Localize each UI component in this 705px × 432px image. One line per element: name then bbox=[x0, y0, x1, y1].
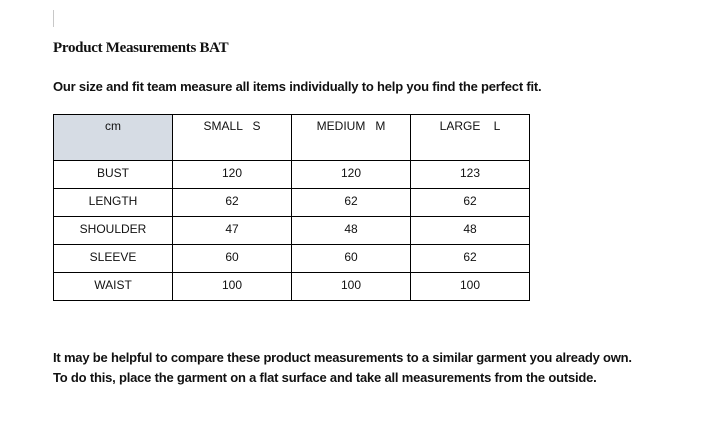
table-cell: 60 bbox=[172, 244, 292, 273]
document-title: Product Measurements BAT bbox=[53, 40, 229, 56]
table-cell: 62 bbox=[410, 188, 530, 217]
table-cell: 47 bbox=[172, 216, 292, 245]
table-cell: 62 bbox=[172, 188, 292, 217]
intro-text: Our size and fit team measure all items … bbox=[53, 79, 542, 94]
table-cell: 100 bbox=[291, 272, 411, 301]
row-label: SLEEVE bbox=[53, 244, 173, 273]
table-row: LENGTH 62 62 62 bbox=[53, 188, 530, 217]
table-cell: 100 bbox=[410, 272, 530, 301]
table-row: SLEEVE 60 60 62 bbox=[53, 244, 530, 273]
table-row: WAIST 100 100 100 bbox=[53, 272, 530, 301]
row-label: SHOULDER bbox=[53, 216, 173, 245]
row-label: LENGTH bbox=[53, 188, 173, 217]
table-row: BUST 120 120 123 bbox=[53, 160, 530, 189]
table-row: SHOULDER 47 48 48 bbox=[53, 216, 530, 245]
unit-header: cm bbox=[53, 114, 173, 161]
table-cell: 62 bbox=[291, 188, 411, 217]
table-cell: 48 bbox=[410, 216, 530, 245]
text-cursor bbox=[53, 10, 54, 27]
table-cell: 60 bbox=[291, 244, 411, 273]
outro-line: It may be helpful to compare these produ… bbox=[53, 350, 632, 365]
table-cell: 62 bbox=[410, 244, 530, 273]
column-header-medium: MEDIUM M bbox=[291, 114, 411, 161]
column-header-large: LARGE L bbox=[410, 114, 530, 161]
table-cell: 100 bbox=[172, 272, 292, 301]
table-header-row: cm SMALL S MEDIUM M LARGE L bbox=[53, 114, 530, 161]
outro-text: It may be helpful to compare these produ… bbox=[53, 348, 632, 388]
column-header-small: SMALL S bbox=[172, 114, 292, 161]
table-cell: 120 bbox=[172, 160, 292, 189]
table-cell: 123 bbox=[410, 160, 530, 189]
measurements-table: cm SMALL S MEDIUM M LARGE L BUST 120 120… bbox=[53, 114, 530, 301]
table-cell: 48 bbox=[291, 216, 411, 245]
row-label: WAIST bbox=[53, 272, 173, 301]
row-label: BUST bbox=[53, 160, 173, 189]
table-cell: 120 bbox=[291, 160, 411, 189]
outro-line: To do this, place the garment on a flat … bbox=[53, 370, 597, 385]
